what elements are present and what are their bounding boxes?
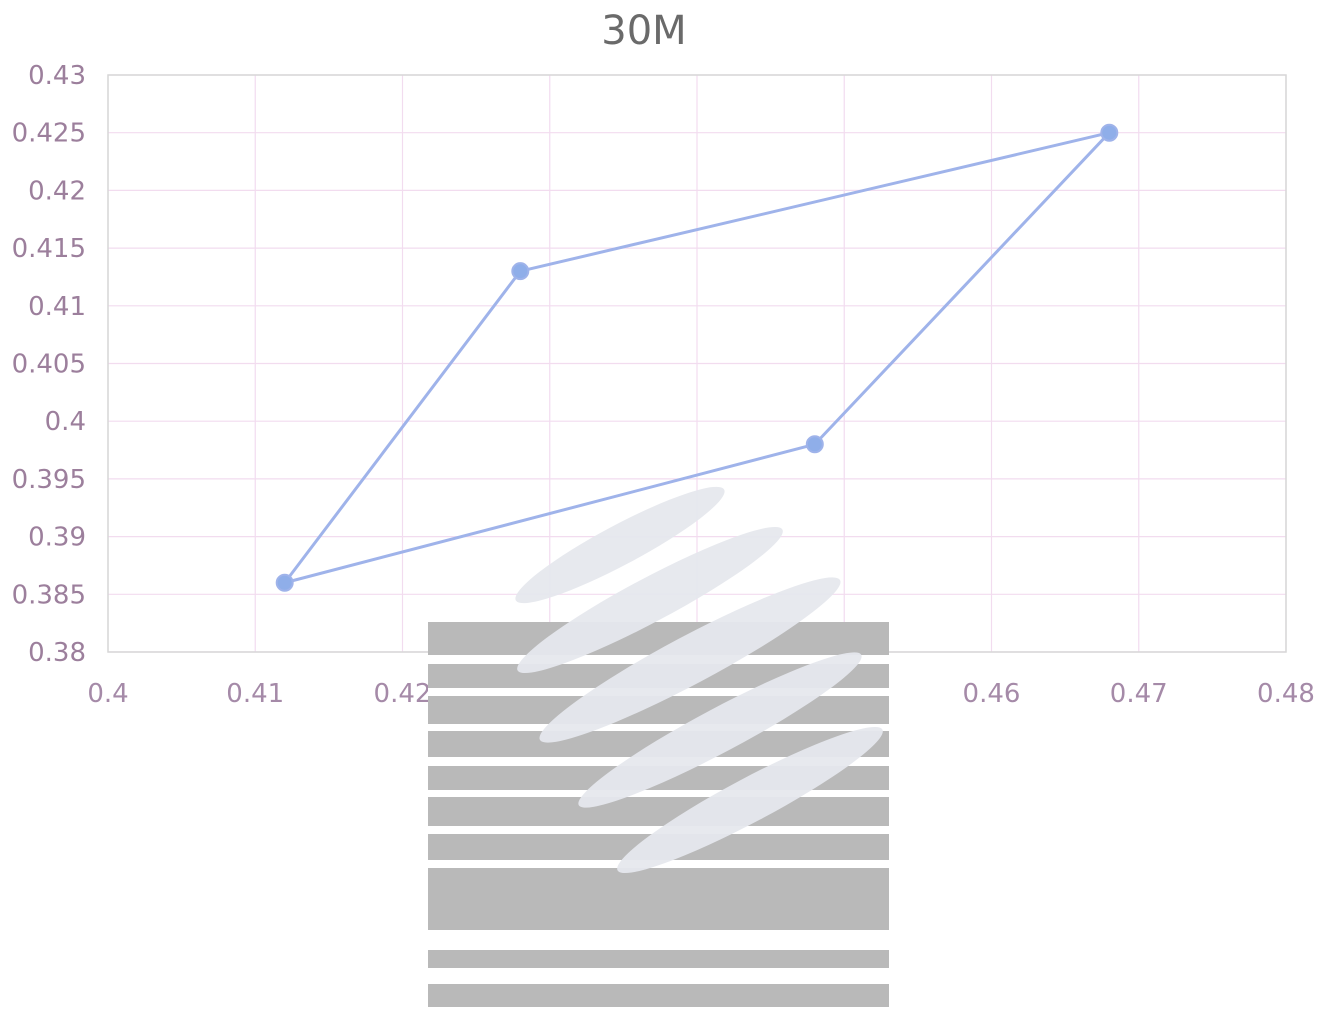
y-tick-label: 0.42 (28, 176, 86, 206)
x-tick-label: 0.48 (1257, 679, 1315, 709)
data-point (275, 573, 294, 592)
x-tick-label: 0.4 (87, 679, 128, 709)
series-layer (275, 123, 1119, 592)
data-point (511, 262, 530, 281)
y-tick-label: 0.4 (45, 407, 86, 437)
y-tick-label: 0.385 (12, 580, 86, 610)
y-tick-label: 0.39 (28, 523, 86, 553)
watermark-logo (428, 486, 889, 1007)
y-tick-label: 0.425 (12, 119, 86, 149)
x-tick-label: 0.42 (374, 679, 432, 709)
x-tick-label: 0.47 (1110, 679, 1168, 709)
y-tick-label: 0.395 (12, 465, 86, 495)
data-point (1100, 123, 1119, 142)
y-tick-label: 0.415 (12, 234, 86, 264)
y-tick-label: 0.405 (12, 350, 86, 380)
y-tick-label: 0.41 (28, 292, 86, 322)
chart-title: 30M (601, 8, 686, 54)
x-tick-label: 0.41 (226, 679, 284, 709)
y-tick-label: 0.38 (28, 638, 86, 668)
y-tick-label: 0.43 (28, 61, 86, 91)
grid-layer (107, 74, 1287, 653)
data-point (805, 435, 824, 454)
x-tick-label: 0.46 (963, 679, 1021, 709)
